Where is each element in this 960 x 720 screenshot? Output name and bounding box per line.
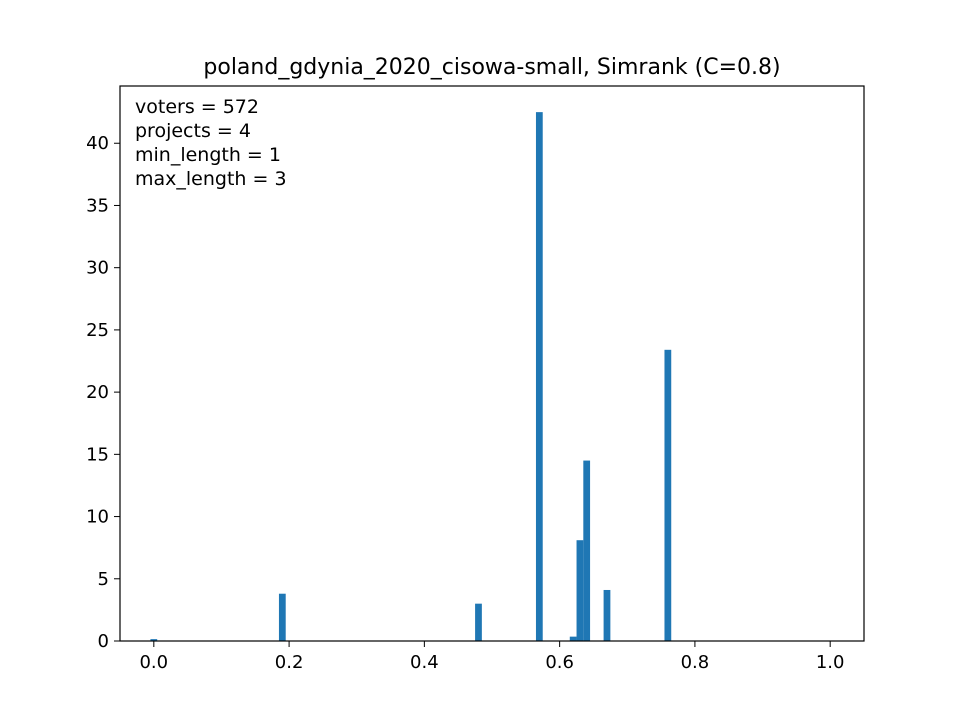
histogram-bar	[576, 540, 584, 641]
histogram-bar	[664, 349, 672, 641]
histogram-bar	[535, 112, 543, 642]
x-tick-label: 0.8	[681, 652, 710, 673]
y-axis: 0 5 10 15 20 25 30 35 40	[86, 133, 120, 652]
y-tick-label: 15	[86, 444, 109, 465]
histogram-bar	[583, 460, 591, 641]
x-tick-label: 0.6	[545, 652, 574, 673]
x-tick-label: 0.2	[275, 652, 304, 673]
annotation-line: min_length = 1	[135, 144, 281, 166]
y-tick-label: 35	[86, 195, 109, 216]
x-tick-label: 1.0	[816, 652, 845, 673]
y-tick-label: 5	[98, 569, 109, 590]
bars-group	[150, 112, 672, 642]
x-tick-label: 0.0	[139, 652, 168, 673]
x-axis: 0.0 0.2 0.4 0.6 0.8 1.0	[139, 641, 845, 673]
annotation-line: voters = 572	[135, 96, 259, 118]
histogram-bar	[278, 593, 286, 641]
plot-frame	[119, 85, 865, 642]
chart-title: poland_gdynia_2020_cisowa-small, Simrank…	[203, 55, 780, 80]
histogram-bar	[150, 639, 158, 641]
histogram-bar	[603, 589, 611, 641]
y-tick-label: 10	[86, 507, 109, 528]
y-tick-label: 0	[98, 631, 109, 652]
y-tick-label: 20	[86, 382, 109, 403]
histogram-bar	[475, 603, 482, 641]
annotation-line: max_length = 3	[135, 168, 287, 190]
annotation-line: projects = 4	[135, 120, 251, 142]
x-tick-label: 0.4	[410, 652, 439, 673]
y-tick-label: 25	[86, 320, 109, 341]
histogram-bar	[569, 636, 577, 641]
y-tick-label: 30	[86, 258, 109, 279]
y-tick-label: 40	[86, 133, 109, 154]
